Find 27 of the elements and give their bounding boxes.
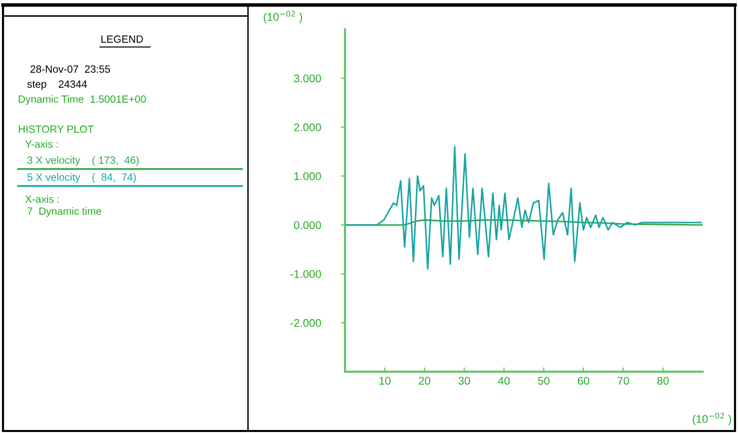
- y-tick-label: 3.000: [294, 74, 321, 82]
- x-axis-title: (10$^{−02}$ ): [692, 412, 732, 426]
- x-tick-label: 50: [538, 376, 550, 385]
- line-series: [345, 146, 702, 270]
- y-tick-label: 2.000: [294, 123, 321, 132]
- x-tick-label: 80: [657, 376, 669, 385]
- text: 5 X velocity ( 84, 74): [27, 173, 136, 183]
- y-tick-label: 0.000: [294, 221, 321, 230]
- text: 28-Nov-07 23:55: [30, 65, 110, 73]
- legend-title: LEGEND: [101, 35, 143, 43]
- text: Dynamic Time 1.5001E+00: [18, 95, 146, 105]
- x-tick-label: 70: [618, 376, 629, 385]
- y-tick-label: -2.000: [290, 319, 321, 327]
- text: HISTORY PLOT: [18, 125, 94, 133]
- x-tick-label: 30: [458, 376, 470, 385]
- y-tick-label: 1.000: [294, 172, 321, 180]
- text: Y-axis :: [25, 140, 58, 148]
- x-tick-label: 40: [498, 376, 510, 385]
- y-tick-label: -1.000: [290, 270, 321, 278]
- text: 7 Dynamic time: [28, 207, 102, 217]
- text: X-axis :: [25, 195, 59, 203]
- x-tick-label: 20: [418, 376, 430, 385]
- x-tick-label: 60: [578, 376, 590, 385]
- text: step 24344: [27, 80, 87, 90]
- x-tick-label: 10: [379, 376, 390, 385]
- y-axis-title: (10$^{−02}$ ): [264, 10, 302, 24]
- text: 3 X velocity ( 173, 46): [27, 156, 139, 166]
